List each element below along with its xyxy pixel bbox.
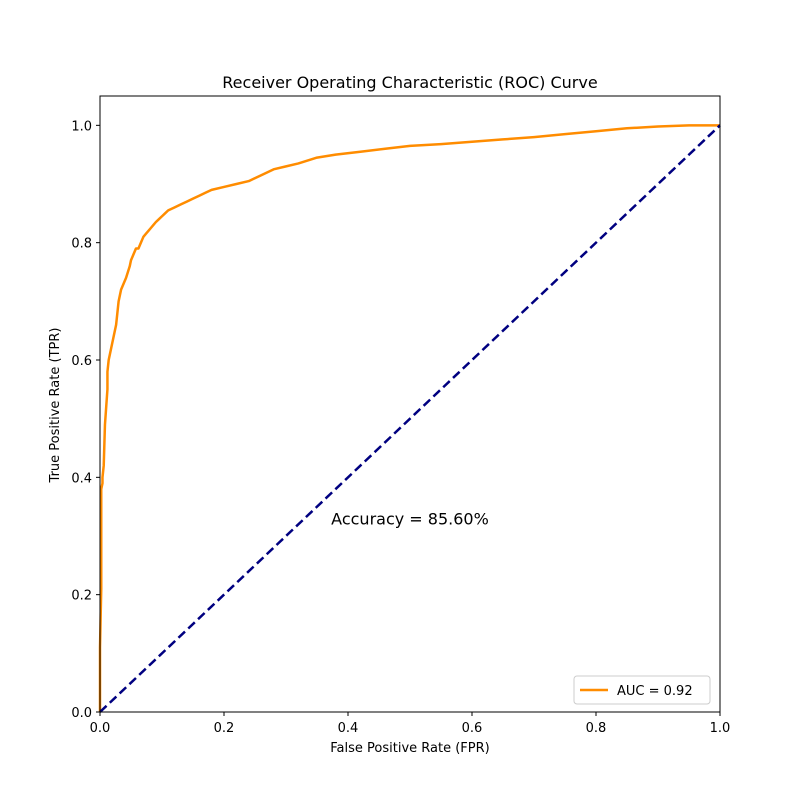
axes-layer: 0.0 0.2 0.4 0.6 0.8 1.0 0.0 0.2 0.4 0.6 0.8 1.0 [71, 95, 731, 736]
x-tick-label: 0.0 [90, 721, 111, 736]
y-tick-label: 1.0 [71, 119, 92, 134]
legend: AUC = 0.92 [573, 675, 711, 705]
x-tick-label: 0.4 [338, 721, 359, 736]
y-tick-label: 0.2 [71, 589, 92, 604]
legend-label: AUC = 0.92 [617, 684, 693, 699]
y-tick-label: 0.8 [71, 237, 92, 252]
x-tick-label: 1.0 [710, 721, 731, 736]
chance-diagonal-line [99, 124, 721, 713]
x-axis-label: False Positive Rate (FPR) [330, 741, 489, 756]
chart-title: Receiver Operating Characteristic (ROC) … [222, 73, 597, 92]
y-axis-label: True Positive Rate (TPR) [48, 328, 63, 484]
series-layer [98, 124, 721, 713]
plot-frame [99, 95, 721, 713]
x-tick-label: 0.2 [214, 721, 235, 736]
x-tick-label: 0.8 [586, 721, 607, 736]
legend-box [573, 675, 711, 705]
x-tick-label: 0.6 [462, 721, 483, 736]
accuracy-annotation: Accuracy = 85.60% [331, 509, 489, 528]
y-tick-label: 0.6 [71, 354, 92, 369]
roc-curve-line [98, 124, 720, 712]
y-tick-label: 0.4 [71, 471, 92, 486]
y-tick-label: 0.0 [71, 706, 92, 721]
